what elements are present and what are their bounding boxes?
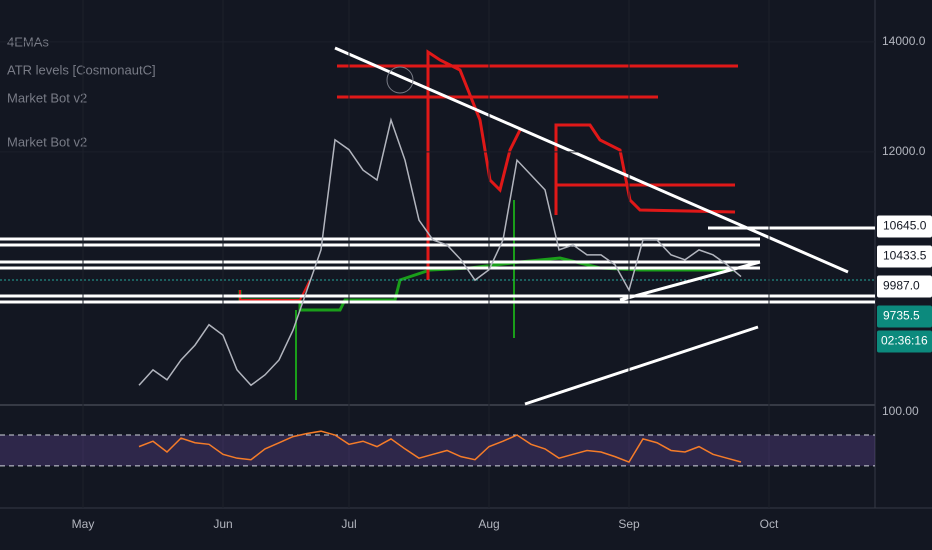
price-tag-label: 9735.5 [883,309,920,323]
legend-item: Market Bot v2 [7,134,87,149]
x-tick-label: Aug [478,517,499,531]
price-tag [877,305,932,328]
marker-circle [386,66,414,94]
price-tag-label: 10645.0 [883,219,927,233]
x-tick-label: May [72,517,95,531]
price-tag [877,275,932,298]
y-tick-label: 100.00 [882,404,919,418]
x-tick-label: Oct [760,517,779,531]
price-tag-label: 9987.0 [883,279,920,293]
price-tag [877,245,932,268]
y-tick-label: 14000.0 [882,34,926,48]
price-tag [877,215,932,238]
y-tick-label: 12000.0 [882,144,926,158]
series-line [138,117,742,387]
x-tick-label: Sep [618,517,640,531]
trend-line [524,325,759,406]
atr-line [426,49,522,280]
trend-line [619,260,761,302]
drawings [0,46,875,406]
x-tick-label: Jul [341,517,356,531]
price-tag-label: 10433.5 [883,249,927,263]
atr-line [554,123,736,215]
countdown-label: 02:36:16 [881,334,928,348]
legend-item: ATR levels [CosmonautC] [7,62,156,77]
band-fill [0,435,875,466]
countdown-tag [877,330,932,353]
legend-item: Market Bot v2 [7,90,87,105]
x-tick-label: Jun [213,517,232,531]
series-line [138,430,742,463]
trend-line [334,46,849,274]
